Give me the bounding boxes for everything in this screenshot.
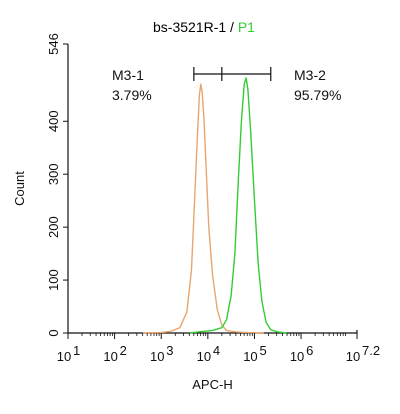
y-tick-label: 300 [46, 163, 61, 185]
chart-title-sample: bs-3521R-1 / [153, 19, 234, 35]
y-tick-label: 200 [46, 216, 61, 238]
x-tick-label: 10 [57, 349, 71, 364]
x-tick-exponent: 4 [213, 343, 220, 358]
x-tick-exponent: 1 [73, 343, 80, 358]
y-axis-ticks: 0 100 200 300 400 546 [46, 33, 68, 337]
x-tick-exponent: 5 [259, 343, 266, 358]
x-tick-exponent: 2 [120, 343, 127, 358]
gate-2-label: M3-2 [294, 67, 326, 83]
x-tick-label: 10 [243, 349, 257, 364]
y-axis-label: Count [12, 171, 27, 206]
histogram-line-2 [189, 77, 288, 334]
y-tick-label: 100 [46, 269, 61, 291]
x-tick-exponent: 6 [306, 343, 313, 358]
histogram-series [142, 77, 288, 334]
x-tick-exponent: 3 [166, 343, 173, 358]
x-tick-label: 10 [150, 349, 164, 364]
chart-title: bs-3521R-1 / P1 [153, 19, 255, 35]
y-tick-label: 400 [46, 110, 61, 132]
x-tick-exponent: 7.2 [362, 343, 380, 358]
x-tick-label: 10 [197, 349, 211, 364]
x-axis-label: APC-H [192, 377, 232, 392]
y-tick-label: 546 [46, 33, 61, 55]
gate-1-percent: 3.79% [112, 87, 152, 103]
chart-title-gate: P1 [238, 19, 255, 35]
x-tick-label: 10 [103, 349, 117, 364]
histogram-line-1 [142, 83, 264, 334]
y-tick-label: 0 [46, 329, 61, 336]
axis-lines [67, 44, 358, 334]
x-tick-label: 10 [290, 349, 304, 364]
gate-2-percent: 95.79% [294, 87, 341, 103]
x-axis-ticks: 10 1 10 2 10 3 10 4 10 5 10 6 10 7.2 [57, 333, 380, 364]
plot-frame [67, 44, 358, 334]
x-tick-label: 10 [346, 349, 360, 364]
gate-1-label: M3-1 [112, 67, 144, 83]
gate-markers: M3-1 3.79% M3-2 95.79% [112, 67, 341, 103]
